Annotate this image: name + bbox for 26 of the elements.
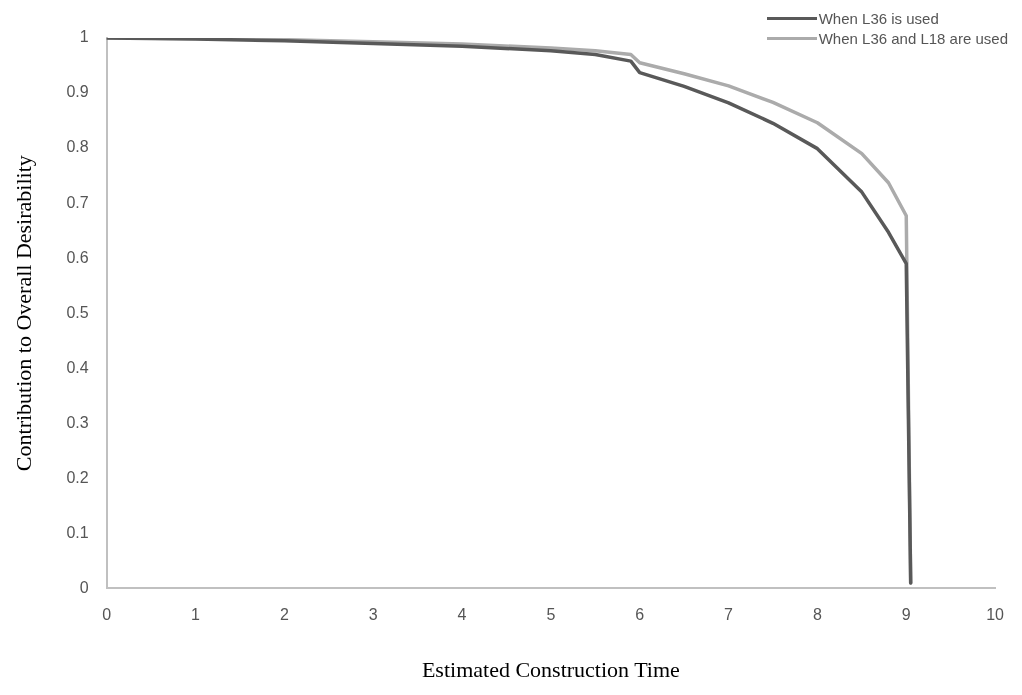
y-tick-label: 0.2	[66, 468, 89, 486]
legend-label: When L36 is used	[818, 9, 939, 27]
x-tick-label: 10	[986, 606, 1005, 624]
y-tick-label: 0.6	[66, 248, 89, 266]
y-axis-title: Contribution to Overall Desirability	[10, 155, 36, 472]
y-tick-label: 1	[79, 28, 89, 46]
y-tick-label: 0.8	[66, 138, 89, 156]
x-tick-label: 0	[102, 606, 112, 624]
y-tick-label: 0	[79, 578, 89, 596]
x-tick-label: 4	[457, 606, 467, 624]
y-tick-label: 0.5	[66, 303, 89, 321]
legend-label: When L36 and L18 are used	[818, 29, 1008, 47]
x-tick-label: 9	[901, 606, 911, 624]
y-tick-label: 0.1	[66, 523, 89, 541]
x-tick-label: 8	[812, 606, 822, 624]
x-tick-label: 3	[368, 606, 378, 624]
x-tick-label: 1	[191, 606, 201, 624]
y-tick-label: 0.7	[66, 193, 89, 211]
x-tick-label: 7	[724, 606, 734, 624]
y-tick-label: 0.9	[66, 83, 89, 101]
x-axis-title: Estimated Construction Time	[421, 656, 680, 682]
x-tick-label: 5	[546, 606, 556, 624]
y-tick-label: 0.4	[66, 358, 89, 376]
x-tick-label: 6	[635, 606, 645, 624]
y-tick-label: 0.3	[66, 413, 89, 431]
x-tick-label: 2	[279, 606, 289, 624]
